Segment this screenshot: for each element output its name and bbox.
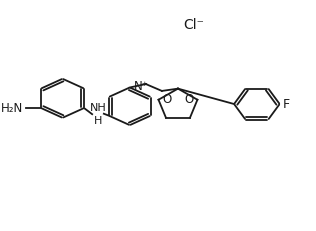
- Text: Cl⁻: Cl⁻: [184, 18, 204, 32]
- Text: N⁺: N⁺: [134, 80, 149, 93]
- Text: O: O: [162, 93, 171, 106]
- Text: O: O: [185, 93, 194, 106]
- Text: H₂N: H₂N: [1, 102, 23, 115]
- Text: F: F: [283, 97, 290, 110]
- Text: H: H: [94, 116, 102, 127]
- Text: NH: NH: [90, 103, 106, 113]
